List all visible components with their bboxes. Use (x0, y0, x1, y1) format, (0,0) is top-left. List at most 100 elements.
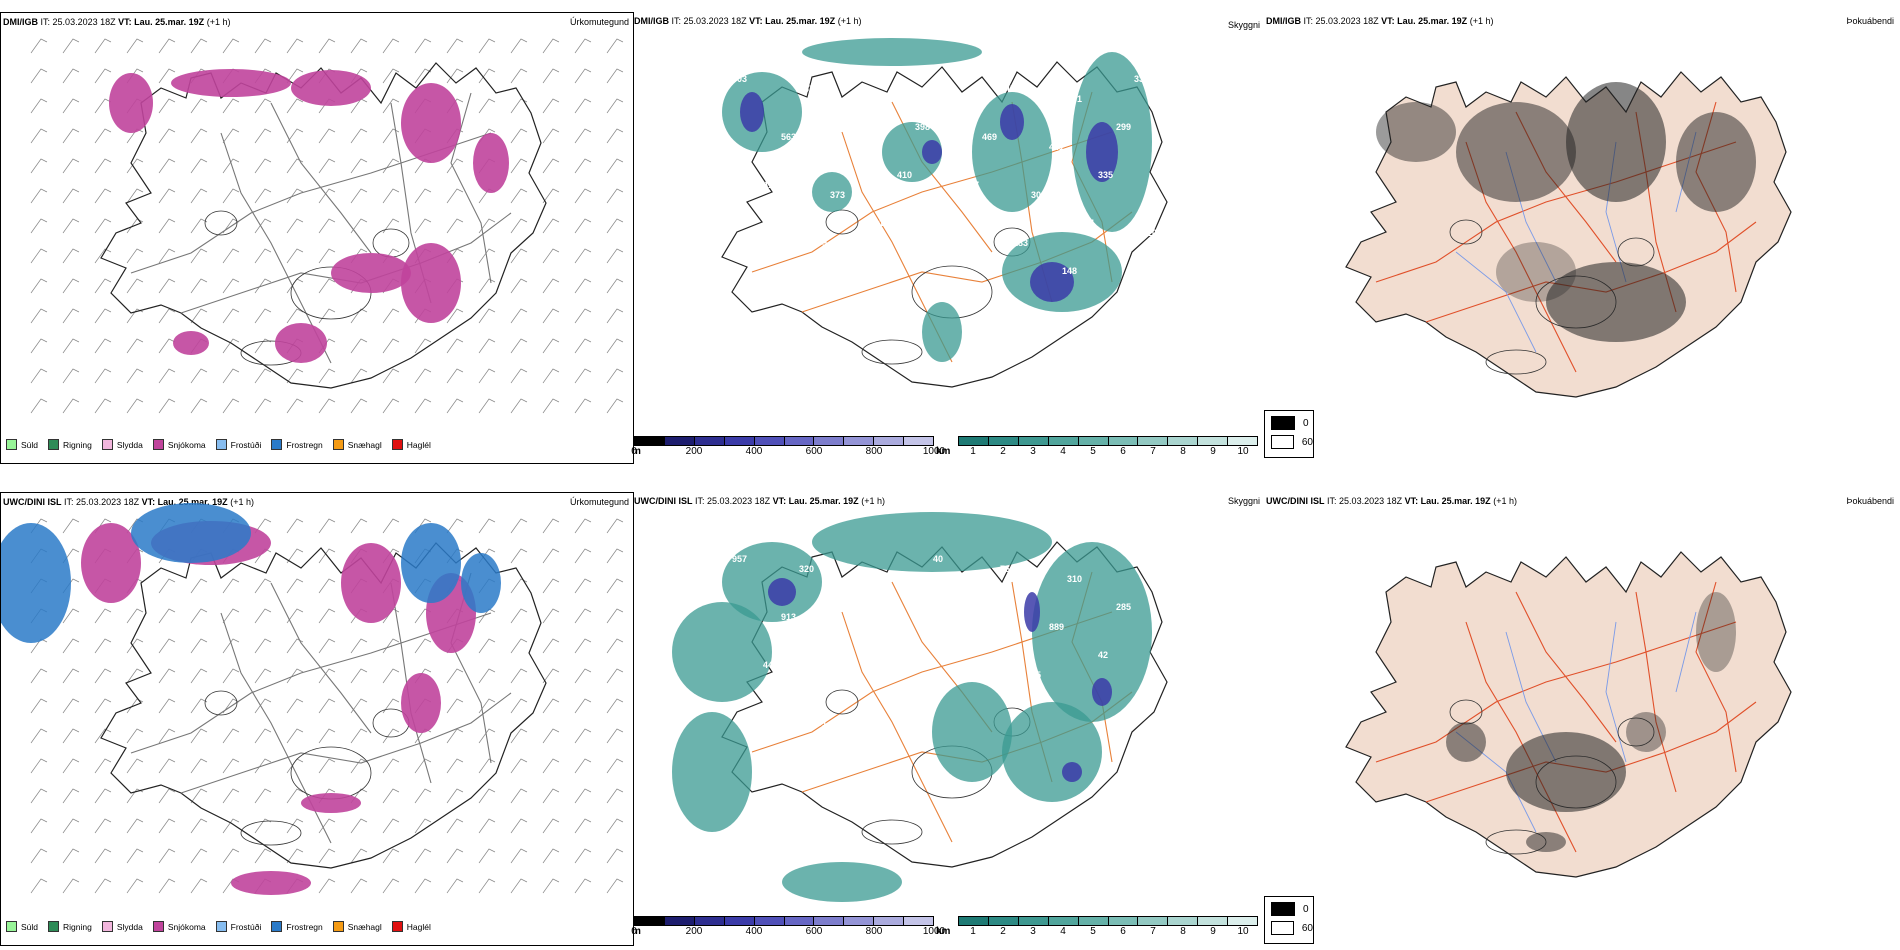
wind-barb (478, 668, 496, 684)
wind-barb (574, 188, 592, 204)
iceland-map (100, 62, 547, 389)
wind-barb (30, 368, 48, 384)
wind-barb (254, 158, 272, 174)
wind-barb (574, 38, 592, 54)
wind-barb (382, 518, 400, 534)
legend-swatch (101, 439, 113, 450)
wind-barb (190, 848, 208, 864)
wind-barb (542, 518, 560, 534)
vt-label: VT: (141, 497, 156, 507)
colorbar-unit: km (936, 446, 951, 457)
colorbar-cell (1198, 917, 1229, 925)
wind-barb (606, 818, 624, 834)
wind-barb (30, 788, 48, 804)
wind-barb (222, 128, 240, 144)
colorbar-tick-label: 3 (1030, 926, 1036, 937)
road-line (450, 92, 492, 284)
wind-barb (414, 68, 432, 84)
visibility-colorbar-m: 0 200 400 600 800 1000 m (631, 436, 945, 458)
wind-barb (126, 758, 144, 774)
wind-barb (30, 698, 48, 714)
wind-barb (542, 38, 560, 54)
field-patch (1696, 592, 1736, 672)
wind-barb (190, 308, 208, 324)
wind-barb (30, 188, 48, 204)
wind-barb (222, 848, 240, 864)
wind-barb (254, 518, 272, 534)
colorbar-tick-label: 800 (865, 446, 883, 457)
visibility-value-label: 373 (830, 190, 845, 200)
wind-barb (382, 338, 400, 354)
wind-barbs (30, 38, 624, 414)
row1-fog-panel: DMI/IGB IT: 25.03.2023 18Z VT: Lau. 25.m… (1264, 12, 1900, 462)
wind-barb (126, 248, 144, 264)
wind-barb (254, 758, 272, 774)
wind-barb (318, 158, 336, 174)
wind-barb (158, 728, 176, 744)
visibility-value-label: 131 (1067, 94, 1082, 104)
fog-legend-row: 60 (1271, 435, 1313, 449)
wind-barb (510, 98, 528, 114)
wind-barb (126, 218, 144, 234)
wind-barb (94, 398, 112, 414)
colorbar-cell (724, 917, 755, 925)
wind-barb (126, 788, 144, 804)
wind-barb (574, 68, 592, 84)
glacier-outline (204, 210, 238, 236)
wind-barb (30, 728, 48, 744)
visibility-value-label: 241 (866, 94, 881, 104)
wind-barb (606, 728, 624, 744)
colorbar-tick-label: 5 (1090, 926, 1096, 937)
row2-fog-header: UWC/DINI ISL IT: 25.03.2023 18Z VT: Lau.… (1266, 496, 1517, 506)
visibility-value-label: 101 (812, 718, 827, 728)
wind-barb (382, 398, 400, 414)
legend-swatch (6, 439, 17, 450)
glacier-outline (290, 746, 372, 800)
field-patch (291, 70, 371, 106)
wind-barb (126, 158, 144, 174)
wind-barb (510, 788, 528, 804)
wind-barb (542, 308, 560, 324)
wind-barb (414, 188, 432, 204)
wind-barb (574, 308, 592, 324)
wind-barb (158, 398, 176, 414)
wind-barb (190, 668, 208, 684)
colorbar-cell (814, 437, 845, 445)
field-patch (1024, 592, 1040, 632)
wind-barb (574, 398, 592, 414)
wind-barb (446, 788, 464, 804)
offset: (+1 h) (230, 497, 254, 507)
wind-barb (606, 278, 624, 294)
wind-barb (94, 38, 112, 54)
wind-barb (222, 188, 240, 204)
wind-barb (286, 698, 304, 714)
colorbar-cell (754, 437, 785, 445)
wind-barb (30, 128, 48, 144)
wind-barb (222, 578, 240, 594)
wind-barb (30, 818, 48, 834)
wind-barb (318, 818, 336, 834)
wind-barb (318, 518, 336, 534)
colorbar-cell (874, 917, 905, 925)
field-patch (802, 38, 982, 66)
legend-item: Snæhagl (332, 439, 382, 450)
iceland-map (1, 503, 547, 895)
field-patch (740, 92, 764, 132)
colorbar-cell (959, 917, 989, 925)
wind-barb (350, 638, 368, 654)
colorbar-cells (958, 916, 1258, 926)
colorbar-cells (634, 916, 934, 926)
wind-barb (94, 758, 112, 774)
field-patch (1000, 104, 1024, 140)
visibility-value-label: 765 (1000, 564, 1015, 574)
it-label: IT: (64, 497, 74, 507)
fog-legend-label: 60 (1301, 922, 1313, 934)
wind-barb (254, 578, 272, 594)
panel-title-fog: Þokuábendi (1846, 496, 1894, 506)
glacier-outline (861, 339, 923, 365)
wind-barb (574, 248, 592, 264)
wind-barb (158, 248, 176, 264)
wind-barb (62, 818, 80, 834)
wind-barb (574, 578, 592, 594)
wind-barb (30, 218, 48, 234)
